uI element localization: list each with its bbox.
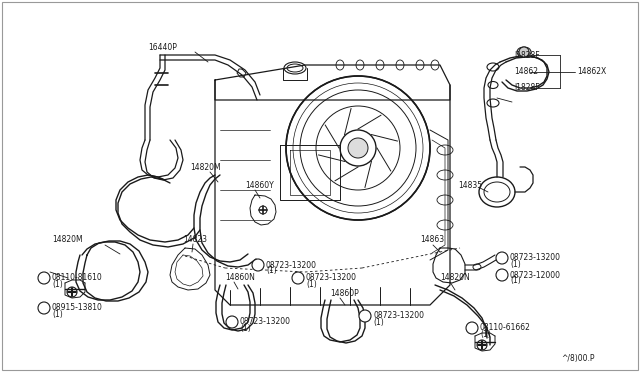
Text: 14823: 14823 [183, 235, 207, 244]
Text: 08723-13200: 08723-13200 [373, 311, 424, 321]
Text: ^/8)00.P: ^/8)00.P [561, 353, 595, 362]
Text: 08723-13200: 08723-13200 [510, 253, 561, 263]
Text: I1828F: I1828F [514, 51, 540, 60]
Text: (1): (1) [266, 266, 276, 276]
Text: W: W [41, 305, 47, 311]
Circle shape [348, 138, 368, 158]
Text: I1828F: I1828F [514, 83, 540, 93]
Text: (1): (1) [373, 317, 384, 327]
Circle shape [496, 252, 508, 264]
Text: 08915-13810: 08915-13810 [52, 304, 103, 312]
Text: C: C [500, 273, 504, 278]
Text: C: C [256, 263, 260, 267]
Text: 16440P: 16440P [148, 44, 177, 52]
Text: B: B [42, 276, 46, 280]
Circle shape [496, 269, 508, 281]
Text: (1): (1) [52, 310, 63, 318]
Text: 14820M: 14820M [52, 235, 83, 244]
Circle shape [466, 322, 478, 334]
Text: C: C [230, 320, 234, 324]
Text: 08723-13200: 08723-13200 [266, 260, 317, 269]
Text: (1): (1) [306, 279, 317, 289]
Text: 08110-81610: 08110-81610 [52, 273, 103, 282]
Text: 14863: 14863 [420, 235, 444, 244]
Text: 14860Y: 14860Y [245, 182, 274, 190]
Circle shape [286, 76, 430, 220]
Circle shape [226, 316, 238, 328]
Text: C: C [296, 276, 300, 280]
Text: C: C [500, 256, 504, 260]
Text: 08110-61662: 08110-61662 [480, 324, 531, 333]
Ellipse shape [517, 47, 531, 57]
Text: (1): (1) [52, 279, 63, 289]
Text: (1): (1) [510, 260, 521, 269]
Text: 14862: 14862 [514, 67, 538, 77]
Text: (1): (1) [240, 324, 251, 333]
Text: 14835: 14835 [458, 180, 482, 189]
Text: 08723-13200: 08723-13200 [306, 273, 357, 282]
Text: 14820M: 14820M [190, 164, 221, 173]
Ellipse shape [479, 177, 515, 207]
Text: 14860N: 14860N [225, 273, 255, 282]
Text: 14820N: 14820N [440, 273, 470, 282]
Circle shape [38, 272, 50, 284]
Circle shape [252, 259, 264, 271]
Circle shape [292, 272, 304, 284]
Text: C: C [363, 314, 367, 318]
Text: (1): (1) [480, 330, 491, 339]
Text: 14862X: 14862X [577, 67, 606, 77]
Circle shape [38, 302, 50, 314]
Text: B: B [470, 326, 474, 330]
Text: (1): (1) [510, 276, 521, 285]
Circle shape [519, 47, 529, 57]
Text: 14860P: 14860P [330, 289, 359, 298]
Circle shape [359, 310, 371, 322]
Text: 08723-13200: 08723-13200 [240, 317, 291, 327]
Text: 08723-12000: 08723-12000 [510, 270, 561, 279]
